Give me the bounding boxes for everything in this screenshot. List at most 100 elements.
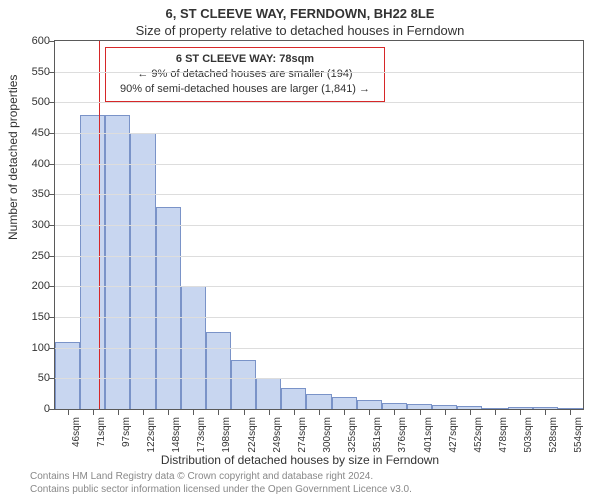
attribution-line-1: Contains HM Land Registry data © Crown c… [30,471,412,484]
histogram-bar [306,394,331,409]
annotation-title: 6 ST CLEEVE WAY: 78sqm [112,52,378,67]
x-tick-mark [420,410,421,415]
x-tick-mark [68,410,69,415]
attribution-text: Contains HM Land Registry data © Crown c… [30,471,412,496]
x-tick-label: 325sqm [347,417,358,477]
x-tick-mark [168,410,169,415]
y-tick-label: 600 [10,35,50,47]
gridline-h [55,286,583,287]
y-tick-label: 400 [10,158,50,170]
x-tick-label: 351sqm [372,417,383,477]
y-tick-mark [49,133,54,134]
x-tick-mark [495,410,496,415]
y-tick-label: 100 [10,342,50,354]
y-tick-mark [49,348,54,349]
histogram-bar [332,397,357,409]
y-tick-mark [49,317,54,318]
y-tick-mark [49,72,54,73]
x-tick-label: 528sqm [548,417,559,477]
x-tick-label: 173sqm [196,417,207,477]
histogram-bar [533,407,558,409]
x-tick-mark [319,410,320,415]
histogram-bar [105,115,130,409]
page-subtitle: Size of property relative to detached ho… [0,21,600,38]
gridline-h [55,194,583,195]
histogram-bar [382,403,407,409]
x-tick-mark [294,410,295,415]
page-title-address: 6, ST CLEEVE WAY, FERNDOWN, BH22 8LE [0,0,600,21]
x-tick-label: 478sqm [498,417,509,477]
x-tick-mark [93,410,94,415]
x-tick-mark [394,410,395,415]
x-tick-label: 97sqm [121,417,132,477]
y-tick-mark [49,194,54,195]
histogram-bar [80,115,105,409]
y-tick-label: 450 [10,127,50,139]
y-tick-mark [49,225,54,226]
histogram-bar [256,378,281,409]
x-tick-label: 427sqm [448,417,459,477]
x-tick-mark [369,410,370,415]
histogram-bar [558,408,583,409]
y-tick-mark [49,41,54,42]
x-tick-label: 300sqm [322,417,333,477]
x-tick-mark [470,410,471,415]
histogram-bar [482,408,507,409]
y-tick-label: 200 [10,280,50,292]
x-tick-label: 148sqm [171,417,182,477]
histogram-bar [508,407,533,409]
x-tick-mark [269,410,270,415]
gridline-h [55,72,583,73]
x-tick-mark [244,410,245,415]
annotation-smaller: ← 9% of detached houses are smaller (194… [112,67,378,82]
x-tick-mark [344,410,345,415]
x-tick-label: 503sqm [523,417,534,477]
y-tick-mark [49,164,54,165]
x-axis-label: Distribution of detached houses by size … [0,453,600,467]
histogram-plot: 6 ST CLEEVE WAY: 78sqm ← 9% of detached … [54,40,584,410]
gridline-h [55,164,583,165]
histogram-bar [281,388,306,409]
gridline-h [55,225,583,226]
gridline-h [55,256,583,257]
gridline-h [55,102,583,103]
y-tick-mark [49,409,54,410]
y-tick-mark [49,378,54,379]
x-tick-label: 376sqm [397,417,408,477]
histogram-bar [55,342,80,409]
gridline-h [55,133,583,134]
y-tick-label: 500 [10,96,50,108]
x-tick-mark [218,410,219,415]
x-tick-label: 46sqm [71,417,82,477]
y-tick-label: 350 [10,188,50,200]
x-tick-label: 122sqm [146,417,157,477]
histogram-bar [357,400,382,409]
gridline-h [55,378,583,379]
histogram-bar [407,404,432,409]
gridline-h [55,348,583,349]
x-tick-label: 274sqm [297,417,308,477]
histogram-bar [130,133,155,409]
y-tick-label: 550 [10,66,50,78]
histogram-bar [432,405,457,409]
x-tick-label: 249sqm [272,417,283,477]
gridline-h [55,317,583,318]
x-tick-label: 554sqm [573,417,584,477]
histogram-bar [206,332,231,409]
y-tick-mark [49,256,54,257]
x-tick-label: 452sqm [473,417,484,477]
y-tick-label: 150 [10,311,50,323]
histogram-bar [231,360,256,409]
y-tick-label: 300 [10,219,50,231]
x-tick-label: 224sqm [247,417,258,477]
histogram-bar [457,406,482,409]
x-tick-label: 401sqm [423,417,434,477]
y-tick-label: 250 [10,250,50,262]
y-tick-label: 0 [10,403,50,415]
attribution-line-2: Contains public sector information licen… [30,484,412,497]
x-tick-mark [545,410,546,415]
x-tick-label: 198sqm [221,417,232,477]
x-tick-label: 71sqm [96,417,107,477]
x-tick-mark [143,410,144,415]
y-tick-mark [49,286,54,287]
